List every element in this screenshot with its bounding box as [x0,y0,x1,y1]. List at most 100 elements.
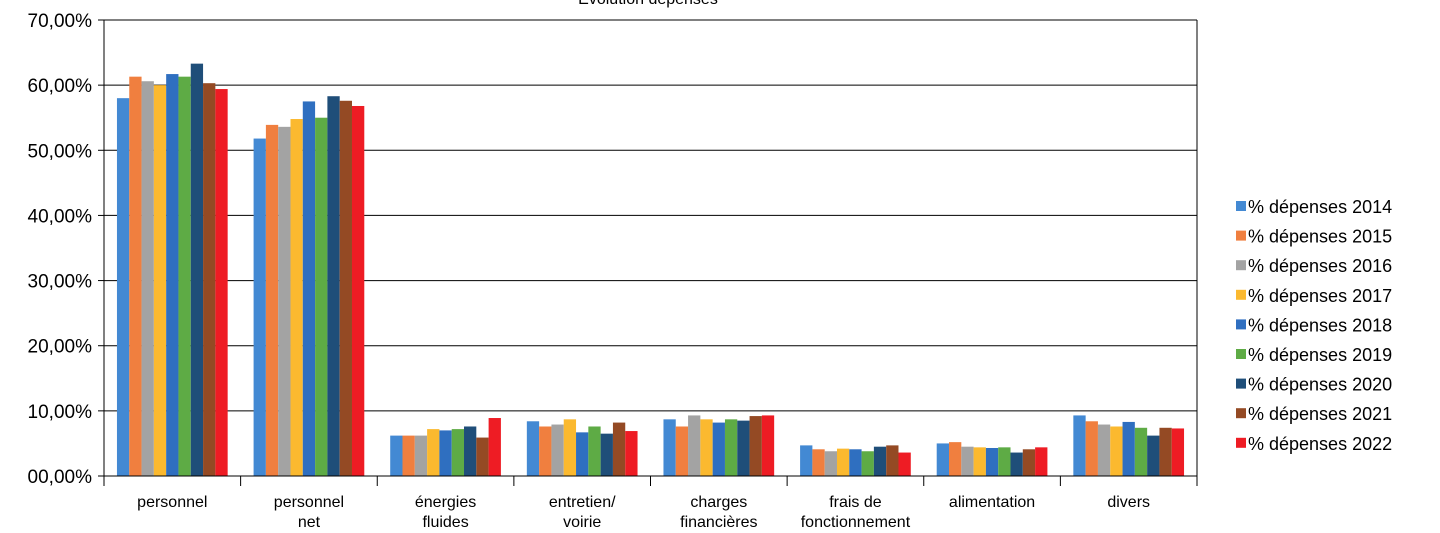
bar [1147,435,1160,476]
y-tick-label: 30,00% [28,272,93,293]
bar [129,76,142,477]
bar [327,96,340,476]
legend-swatch [1236,201,1246,211]
x-category-label: financières [680,514,757,531]
legend-swatch [1236,260,1246,271]
y-axis-tick-labels: 00,00% 10,00% 20,00% 30,00% 40,00% 50,00% 60,0… [28,11,93,488]
bar [414,435,428,476]
legend: % dépenses 2014 % dépenses 2015 % dépenses… [1236,197,1392,454]
x-category-label: énergies [415,494,476,511]
legend-swatch [1236,408,1246,419]
legend-item: % dépenses 2016 [1236,256,1392,276]
legend-item: % dépenses 2022 [1236,434,1392,454]
legend-item: % dépenses 2021 [1236,404,1392,424]
bar [488,418,501,476]
bar [290,119,303,477]
legend-item: % dépenses 2017 [1236,286,1392,306]
bar [700,419,713,476]
bar [178,76,191,477]
bar [476,437,489,476]
bar [427,429,440,476]
legend-item: % dépenses 2015 [1236,227,1392,247]
chart-title: Evolution dépenses [578,0,718,8]
bar [1097,424,1111,476]
bar [612,422,626,476]
bar [439,430,452,476]
legend-item: % dépenses 2014 [1236,197,1392,217]
y-tick-label: 40,00% [28,206,93,227]
legend-swatch [1236,230,1246,241]
bar [600,433,613,476]
bar [1171,428,1185,476]
bar [203,83,216,476]
bar [936,443,950,476]
bar [265,124,279,476]
bar [1110,426,1123,476]
x-category-label: voirie [563,514,601,531]
bar [351,105,365,477]
bar [886,445,899,476]
bar [873,446,887,476]
bar [961,446,974,476]
y-tick-label: 20,00% [28,337,93,358]
bar [539,426,552,476]
y-tick-label: 60,00% [28,76,93,97]
bar [576,432,589,476]
bar [215,89,228,477]
bar [302,101,316,477]
legend-label: % dépenses 2014 [1248,197,1392,217]
legend-swatch [1236,378,1246,389]
legend-label: % dépenses 2017 [1248,286,1392,306]
legend-item: % dépenses 2020 [1236,375,1392,395]
x-category-label: frais de [829,494,882,511]
bar [861,451,874,476]
bar [949,442,962,476]
bar [1073,415,1086,476]
bar [1159,427,1172,476]
bar [836,448,850,476]
bar [526,421,540,476]
x-category-label: charges [690,494,747,511]
legend-swatch [1236,289,1246,300]
x-category-label: fonctionnement [801,514,911,531]
bar [451,429,465,476]
bar [402,435,415,476]
legend-item: % dépenses 2018 [1236,315,1392,335]
axes [98,19,1198,486]
legend-label: % dépenses 2018 [1248,315,1392,335]
x-category-label: divers [1107,494,1150,511]
bar [898,452,911,476]
legend-label: % dépenses 2022 [1248,434,1392,454]
bars [116,63,1185,477]
bar [688,415,701,476]
bar [339,100,352,476]
legend-item: % dépenses 2019 [1236,345,1392,365]
bar [166,74,179,476]
bar [253,138,266,476]
legend-swatch [1236,319,1246,330]
bar [278,126,291,476]
bar [712,422,725,476]
bar [588,426,601,476]
y-tick-label: 00,00% [28,467,93,488]
legend-label: % dépenses 2021 [1248,404,1392,424]
bar [675,426,689,476]
y-tick-label: 50,00% [28,141,93,162]
legend-label: % dépenses 2016 [1248,256,1392,276]
y-tick-label: 10,00% [28,402,93,423]
bar [663,419,676,476]
x-category-label: personnel [137,494,207,511]
bar [812,449,825,476]
bar [749,416,762,476]
bar [800,445,813,476]
bar [190,63,204,477]
bar [985,447,999,476]
bar [563,419,577,476]
bar [824,451,837,476]
x-category-label: entretien/ [549,494,616,511]
bar [737,420,750,476]
x-axis-category-labels: personnel personnel net énergies fluides entr… [137,494,1150,531]
bar [973,447,986,476]
bar [998,447,1011,476]
